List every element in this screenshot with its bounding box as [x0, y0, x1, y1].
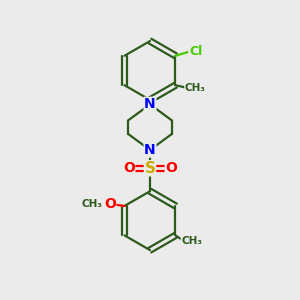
Text: CH₃: CH₃ [185, 83, 206, 93]
Text: N: N [144, 98, 156, 111]
Text: O: O [165, 161, 177, 175]
Text: S: S [145, 161, 155, 176]
Text: O: O [123, 161, 135, 175]
Text: CH₃: CH₃ [181, 236, 202, 246]
Text: Cl: Cl [189, 45, 202, 58]
Text: CH₃: CH₃ [81, 200, 102, 209]
Text: N: N [144, 143, 156, 157]
Text: O: O [104, 197, 116, 212]
